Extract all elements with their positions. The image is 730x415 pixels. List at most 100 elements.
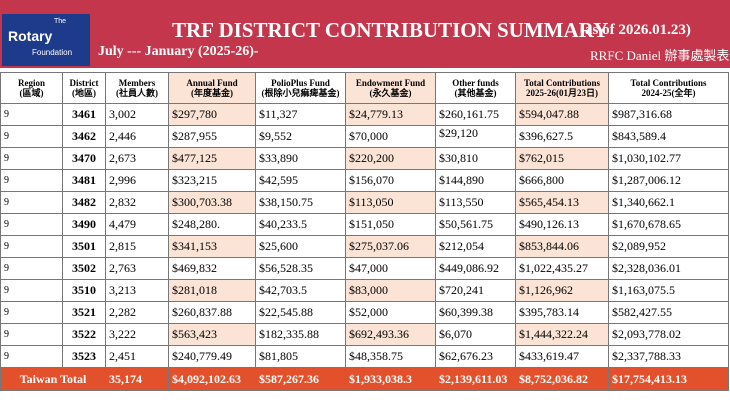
table-cell: $2,337,788.33: [608, 345, 729, 368]
table-cell: $33,890: [255, 147, 346, 170]
header-line: Total Contributions: [524, 78, 600, 88]
table-cell: $70,000: [345, 125, 436, 148]
table-cell: $212,054: [435, 235, 516, 258]
header-band: [0, 0, 730, 68]
table-cell: 2,446: [105, 125, 169, 148]
table-cell: $42,595: [255, 169, 346, 192]
header-line: Annual Fund: [186, 78, 238, 88]
table-row: 9 3490 4,479 $248,280. $40,233.5 $151,050 $50,…: [0, 213, 729, 236]
table-cell: 9: [0, 125, 63, 148]
table-cell: $1,030,102.77: [608, 147, 729, 170]
total-cell: $1,933,038.3: [345, 367, 436, 391]
table-cell: $30,810: [435, 147, 516, 170]
table-cell: $156,070: [345, 169, 436, 192]
table-cell: $220,200: [345, 147, 436, 170]
table-cell: $52,000: [345, 301, 436, 324]
table-cell: $565,454.13: [515, 191, 609, 214]
table-cell: $341,153: [168, 235, 256, 258]
table-row: 9 3510 3,213 $281,018 $42,703.5 $83,000 $720,2…: [0, 279, 729, 302]
table-cell: $843,589.4: [608, 125, 729, 148]
column-header: Other funds (其他基金): [435, 72, 516, 104]
table-cell: $50,561.75: [435, 213, 516, 236]
header-line: Members: [118, 78, 156, 88]
logo: The Rotary Foundation: [2, 14, 90, 66]
table-cell: 3501: [62, 235, 106, 258]
table-cell: 3523: [62, 345, 106, 368]
header-line: (社員人數): [116, 88, 158, 98]
table-cell: 3461: [62, 103, 106, 126]
table-cell: $56,528.35: [255, 257, 346, 280]
column-header: Total Contributions 2025-26(01月23日): [515, 72, 609, 104]
table-cell: 3522: [62, 323, 106, 346]
table-cell: $48,358.75: [345, 345, 436, 368]
table-cell: $1,670,678.65: [608, 213, 729, 236]
table-cell: 3,222: [105, 323, 169, 346]
table-cell: $469,832: [168, 257, 256, 280]
table-row: 9 3522 3,222 $563,423 $182,335.88 $692,493.36…: [0, 323, 729, 346]
table-cell: $297,780: [168, 103, 256, 126]
table-cell: $24,779.13: [345, 103, 436, 126]
table-row: 9 3523 2,451 $240,779.49 $81,805 $48,358.75 $6…: [0, 345, 729, 368]
table-cell: 9: [0, 191, 63, 214]
table-cell: $2,089,952: [608, 235, 729, 258]
column-header: Annual Fund (年度基金): [168, 72, 256, 104]
table-cell: 9: [0, 213, 63, 236]
table-cell: $40,233.5: [255, 213, 346, 236]
total-row: Taiwan Total 35,174 $4,092,102.63 $587,267.…: [0, 367, 729, 391]
column-header: PolioPlus Fund (根除小兒痲痺基金): [255, 72, 346, 104]
header-line: (區域): [19, 88, 44, 98]
table-cell: $490,126.13: [515, 213, 609, 236]
header-line: (年度基金): [191, 88, 233, 98]
column-header: District (地區): [62, 72, 106, 104]
table-cell: 3482: [62, 191, 106, 214]
table-cell: $9,552: [255, 125, 346, 148]
table-cell: $113,050: [345, 191, 436, 214]
table-cell: 2,832: [105, 191, 169, 214]
author: RRFC Daniel 辦事處製表: [590, 48, 730, 63]
table-cell: 2,815: [105, 235, 169, 258]
table-row: 9 3462 2,446 $287,955 $9,552 $70,000 $29,120 $3…: [0, 125, 729, 148]
table-cell: 3521: [62, 301, 106, 324]
table-cell: $666,800: [515, 169, 609, 192]
table-cell: 9: [0, 169, 63, 192]
header-line: (永久基金): [369, 88, 412, 98]
table-cell: $11,327: [255, 103, 346, 126]
header-line: Endowment Fund: [355, 78, 426, 88]
total-cell: $17,754,413.13: [608, 367, 729, 391]
table-cell: $323,215: [168, 169, 256, 192]
table-cell: 2,996: [105, 169, 169, 192]
table-cell: 2,673: [105, 147, 169, 170]
table-cell: $692,493.36: [345, 323, 436, 346]
table-cell: $563,423: [168, 323, 256, 346]
logo-text: The: [54, 18, 67, 25]
table-cell: $987,316.68: [608, 103, 729, 126]
table-cell: $477,125: [168, 147, 256, 170]
header-line: 2024-25(全年): [641, 88, 696, 98]
table-cell: 3462: [62, 125, 106, 148]
header-line: 2025-26(01月23日): [526, 88, 598, 98]
header-line: Total Contributions: [630, 78, 707, 88]
table-row: 9 3502 2,763 $469,832 $56,528.35 $47,000 $449,…: [0, 257, 729, 280]
table-cell: $81,805: [255, 345, 346, 368]
table-cell: $2,328,036.01: [608, 257, 729, 280]
table-cell: $2,093,778.02: [608, 323, 729, 346]
table-cell: 9: [0, 279, 63, 302]
table-cell: $248,280.: [168, 213, 256, 236]
table-cell: $42,703.5: [255, 279, 346, 302]
column-header: Endowment Fund (永久基金): [345, 72, 436, 104]
table-cell: $396,627.5: [515, 125, 609, 148]
table-cell: 9: [0, 323, 63, 346]
as-of: (as of 2026.01.23): [580, 22, 691, 38]
table-cell: $62,676.23: [435, 345, 516, 368]
table-cell: $433,619.47: [515, 345, 609, 368]
table-cell: 3490: [62, 213, 106, 236]
column-header: Total Contributions 2024-25(全年): [608, 72, 729, 104]
table-cell: $287,955: [168, 125, 256, 148]
table-cell: $144,890: [435, 169, 516, 192]
column-header: Members (社員人數): [105, 72, 169, 104]
table-cell: $594,047.88: [515, 103, 609, 126]
table-cell: $6,070: [435, 323, 516, 346]
table-cell: 3510: [62, 279, 106, 302]
table-row: 9 3470 2,673 $477,125 $33,890 $220,200 $30,810…: [0, 147, 729, 170]
